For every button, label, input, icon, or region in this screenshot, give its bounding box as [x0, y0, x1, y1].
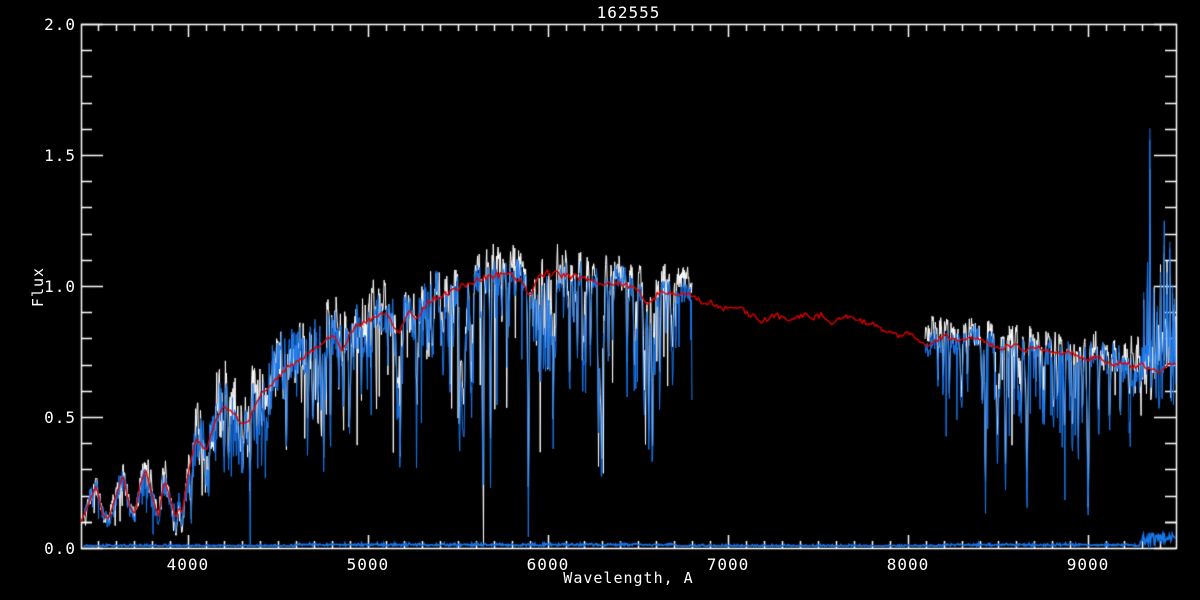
- x-tick-label: 8000: [886, 555, 930, 574]
- y-tick-label: 1.5: [44, 146, 76, 165]
- y-tick-label: 2.0: [44, 15, 76, 34]
- y-tick-label: 0.0: [44, 539, 76, 558]
- x-axis-label: Wavelength, A: [563, 569, 694, 587]
- x-tick-label: 7000: [706, 555, 750, 574]
- x-tick-label: 5000: [346, 555, 390, 574]
- y-tick-label: 1.0: [44, 277, 76, 296]
- x-tick-label: 9000: [1066, 555, 1110, 574]
- plot-title: 162555: [596, 3, 661, 22]
- x-tick-label: 6000: [526, 555, 570, 574]
- y-tick-label: 0.5: [44, 408, 76, 427]
- x-tick-label: 4000: [166, 555, 210, 574]
